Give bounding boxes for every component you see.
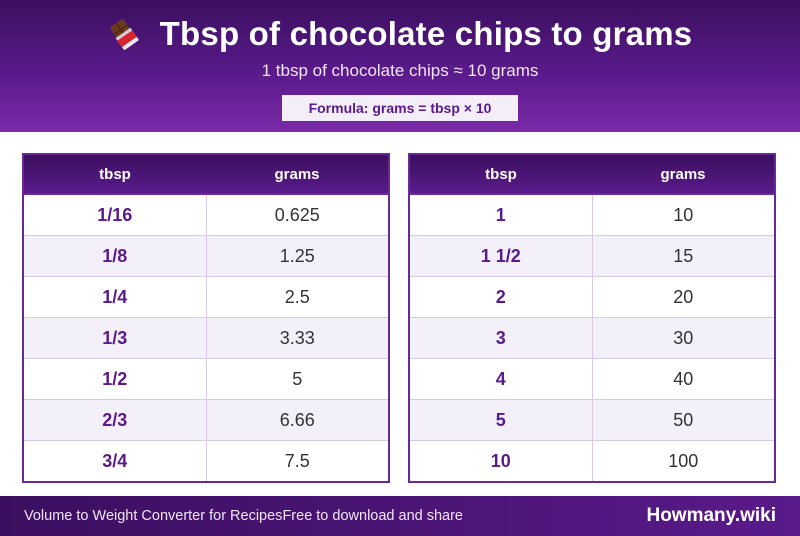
tbsp-cell: 3 (410, 318, 593, 358)
grams-cell: 5 (292, 368, 303, 389)
tbsp-cell: 1 1/2 (410, 236, 593, 276)
grams-cell: 0.625 (274, 204, 320, 225)
footer: Volume to Weight Converter for RecipesFr… (0, 496, 800, 536)
table-row: 1/8 1.25 (24, 235, 388, 276)
conversion-table-right: tbsp grams 1 10 1 1/2 15 2 20 3 30 4 40 5 50 10 100 (408, 153, 776, 483)
table-row: 1/16 0.625 (24, 195, 388, 235)
tbsp-cell: 1/4 (24, 277, 207, 317)
chocolate-bar-icon (108, 17, 142, 51)
tbsp-cell: 4 (410, 359, 593, 399)
table-row: 1 1/2 15 (410, 235, 774, 276)
tbsp-cell: 5 (410, 400, 593, 440)
grams-cell: 10 (673, 204, 694, 225)
table-row: 1/2 5 (24, 358, 388, 399)
grams-cell: 7.5 (284, 450, 310, 471)
table-row: 10 100 (410, 440, 774, 481)
table-body: 1 10 1 1/2 15 2 20 3 30 4 40 5 50 10 100 (410, 195, 774, 481)
table-row: 5 50 (410, 399, 774, 440)
table-row: 1 10 (410, 195, 774, 235)
column-header-grams: grams (274, 165, 320, 183)
footer-share-text: Free to download and share (282, 508, 464, 524)
tbsp-cell: 2 (410, 277, 593, 317)
grams-cell: 30 (673, 327, 694, 348)
grams-cell: 3.33 (279, 327, 315, 348)
grams-cell: 1.25 (279, 245, 315, 266)
subtitle: 1 tbsp of chocolate chips ≈ 10 grams (261, 61, 539, 80)
footer-converter-text: Volume to Weight Converter for Recipes (24, 508, 283, 524)
table-row: 3 30 (410, 317, 774, 358)
tbsp-cell: 1/16 (24, 195, 207, 235)
grams-cell: 50 (673, 409, 694, 430)
column-header-tbsp: tbsp (99, 165, 131, 183)
brand-logo-text[interactable]: Howmany.wiki (646, 505, 776, 526)
tbsp-cell: 2/3 (24, 400, 207, 440)
conversion-table-left: tbsp grams 1/16 0.625 1/8 1.25 1/4 2.5 1/3 3.33… (22, 153, 390, 483)
grams-cell: 2.5 (284, 286, 310, 307)
grams-cell: 20 (673, 286, 694, 307)
column-header-tbsp: tbsp (485, 165, 517, 183)
table-row: 1/3 3.33 (24, 317, 388, 358)
table-row: 4 40 (410, 358, 774, 399)
tbsp-cell: 3/4 (24, 441, 207, 481)
table-body: 1/16 0.625 1/8 1.25 1/4 2.5 1/3 3.33 1/2 5 2/3 6.66… (24, 195, 388, 481)
grams-cell: 40 (673, 368, 694, 389)
table-row: 1/4 2.5 (24, 276, 388, 317)
page-title: Tbsp of chocolate chips to grams (159, 15, 693, 52)
tbsp-cell: 1/2 (24, 359, 207, 399)
table-row: 2 20 (410, 276, 774, 317)
header: Tbsp of chocolate chips to grams 1 tbsp … (0, 0, 800, 132)
table-row: 3/4 7.5 (24, 440, 388, 481)
footer-text: Volume to Weight Converter for RecipesFr… (24, 496, 463, 536)
grams-cell: 15 (673, 245, 694, 266)
tbsp-cell: 1/8 (24, 236, 207, 276)
formula-badge: Formula: grams = tbsp × 10 (282, 95, 518, 121)
table-header: tbsp grams (410, 155, 774, 195)
tbsp-cell: 10 (410, 441, 593, 481)
grams-cell: 6.66 (279, 409, 315, 430)
grams-cell: 100 (668, 450, 699, 471)
title-row: Tbsp of chocolate chips to grams (0, 12, 800, 56)
tbsp-cell: 1 (410, 195, 593, 235)
column-header-grams: grams (660, 165, 706, 183)
table-header: tbsp grams (24, 155, 388, 195)
table-row: 2/3 6.66 (24, 399, 388, 440)
tbsp-cell: 1/3 (24, 318, 207, 358)
